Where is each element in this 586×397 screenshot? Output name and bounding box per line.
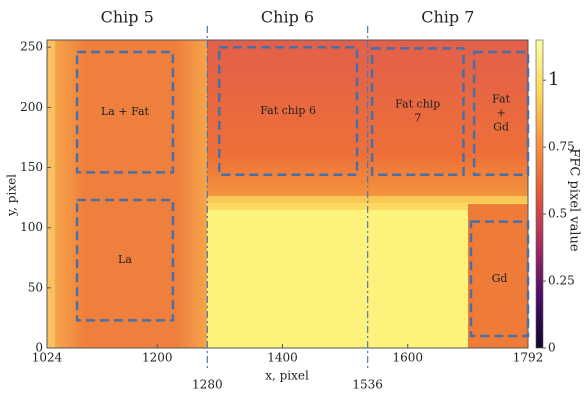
colorbar (536, 40, 543, 348)
colorbar-tick-label: 1 (548, 69, 559, 90)
y-tick-label: 100 (20, 220, 43, 234)
colorbar-tick-label: 0.25 (548, 274, 575, 288)
x-tick-label: 1400 (267, 351, 298, 365)
region-label: Gd (493, 120, 509, 133)
boundary-label: 1536 (352, 378, 383, 392)
region-label: La (118, 253, 132, 266)
colorbar-label: FFC pixel value (567, 148, 582, 252)
x-axis-label: x, pixel (265, 369, 309, 383)
chip-label: Chip 5 (101, 8, 154, 27)
y-tick-label: 150 (20, 160, 43, 174)
region-label: + (496, 106, 505, 119)
y-tick-label: 250 (20, 40, 43, 54)
region-label: Fat chip (395, 98, 440, 111)
region-label: La + Fat (101, 105, 150, 118)
region-label: Fat chip 6 (260, 104, 316, 117)
colorbar-tick-label: 0.5 (548, 207, 567, 221)
region-label: Fat (492, 92, 510, 105)
x-tick-label: 1200 (142, 351, 173, 365)
y-axis-label: y, pixel (5, 174, 19, 217)
chip-label: Chip 7 (421, 8, 474, 27)
boundary-label: 1280 (192, 378, 223, 392)
chart: x, pixel y, pixel 1024120014001600179205… (0, 0, 586, 393)
colorbar-tick-label: 0 (548, 341, 556, 355)
region-label: 7 (414, 112, 421, 125)
chip-label: Chip 6 (261, 8, 314, 27)
y-tick-label: 50 (28, 280, 43, 294)
y-tick-label: 0 (35, 341, 43, 355)
y-tick-label: 200 (20, 100, 43, 114)
heatmap-image (47, 40, 528, 348)
x-tick-label: 1792 (513, 351, 544, 365)
region-label: Gd (492, 272, 508, 285)
x-tick-label: 1600 (392, 351, 423, 365)
